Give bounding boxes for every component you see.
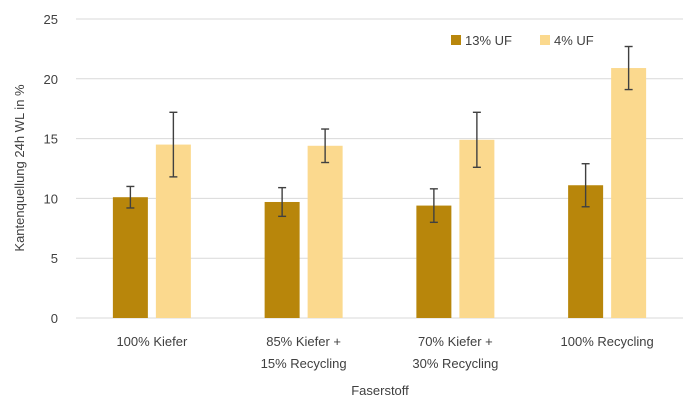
y-axis-title: Kantenquellung 24h WL in % bbox=[12, 84, 27, 252]
x-tick-label: 85% Kiefer + 15% Recycling bbox=[261, 334, 347, 371]
y-tick-label: 0 bbox=[51, 311, 58, 326]
x-tick-label-line: 30% Recycling bbox=[412, 356, 498, 371]
x-tick-label-line: 100% Kiefer bbox=[116, 334, 187, 349]
x-tick-label-line: 85% Kiefer + bbox=[266, 334, 341, 349]
bar bbox=[611, 68, 647, 318]
y-tick-label: 5 bbox=[51, 251, 58, 266]
x-tick-label-line: 70% Kiefer + bbox=[418, 334, 493, 349]
error-bars bbox=[126, 45, 633, 224]
legend-swatch bbox=[540, 35, 550, 45]
bar bbox=[307, 145, 343, 318]
legend-label: 4% UF bbox=[554, 33, 594, 48]
x-tick-label: 70% Kiefer + 30% Recycling bbox=[412, 334, 498, 371]
bar bbox=[459, 139, 495, 318]
x-tick-label-line: 15% Recycling bbox=[261, 356, 347, 371]
x-tick-label-line: 100% Recycling bbox=[561, 334, 654, 349]
y-tick-label: 20 bbox=[44, 72, 58, 87]
y-tick-label: 10 bbox=[44, 191, 58, 206]
legend: 13% UF 4% UF bbox=[451, 33, 594, 48]
x-axis-ticks: 100% Kiefer 85% Kiefer + 15% Recycling 70% … bbox=[116, 334, 653, 371]
legend-swatch bbox=[451, 35, 461, 45]
x-tick-label: 100% Kiefer bbox=[116, 334, 187, 349]
bar bbox=[264, 201, 300, 318]
x-tick-label: 100% Recycling bbox=[561, 334, 654, 349]
y-tick-label: 15 bbox=[44, 132, 58, 147]
bar bbox=[416, 205, 452, 318]
y-tick-label: 25 bbox=[44, 12, 58, 27]
legend-label: 13% UF bbox=[465, 33, 512, 48]
x-axis-title: Faserstoff bbox=[351, 383, 409, 398]
bar bbox=[112, 197, 148, 318]
y-axis-ticks: 0 5 10 15 20 25 bbox=[44, 12, 58, 326]
bars bbox=[112, 68, 647, 318]
